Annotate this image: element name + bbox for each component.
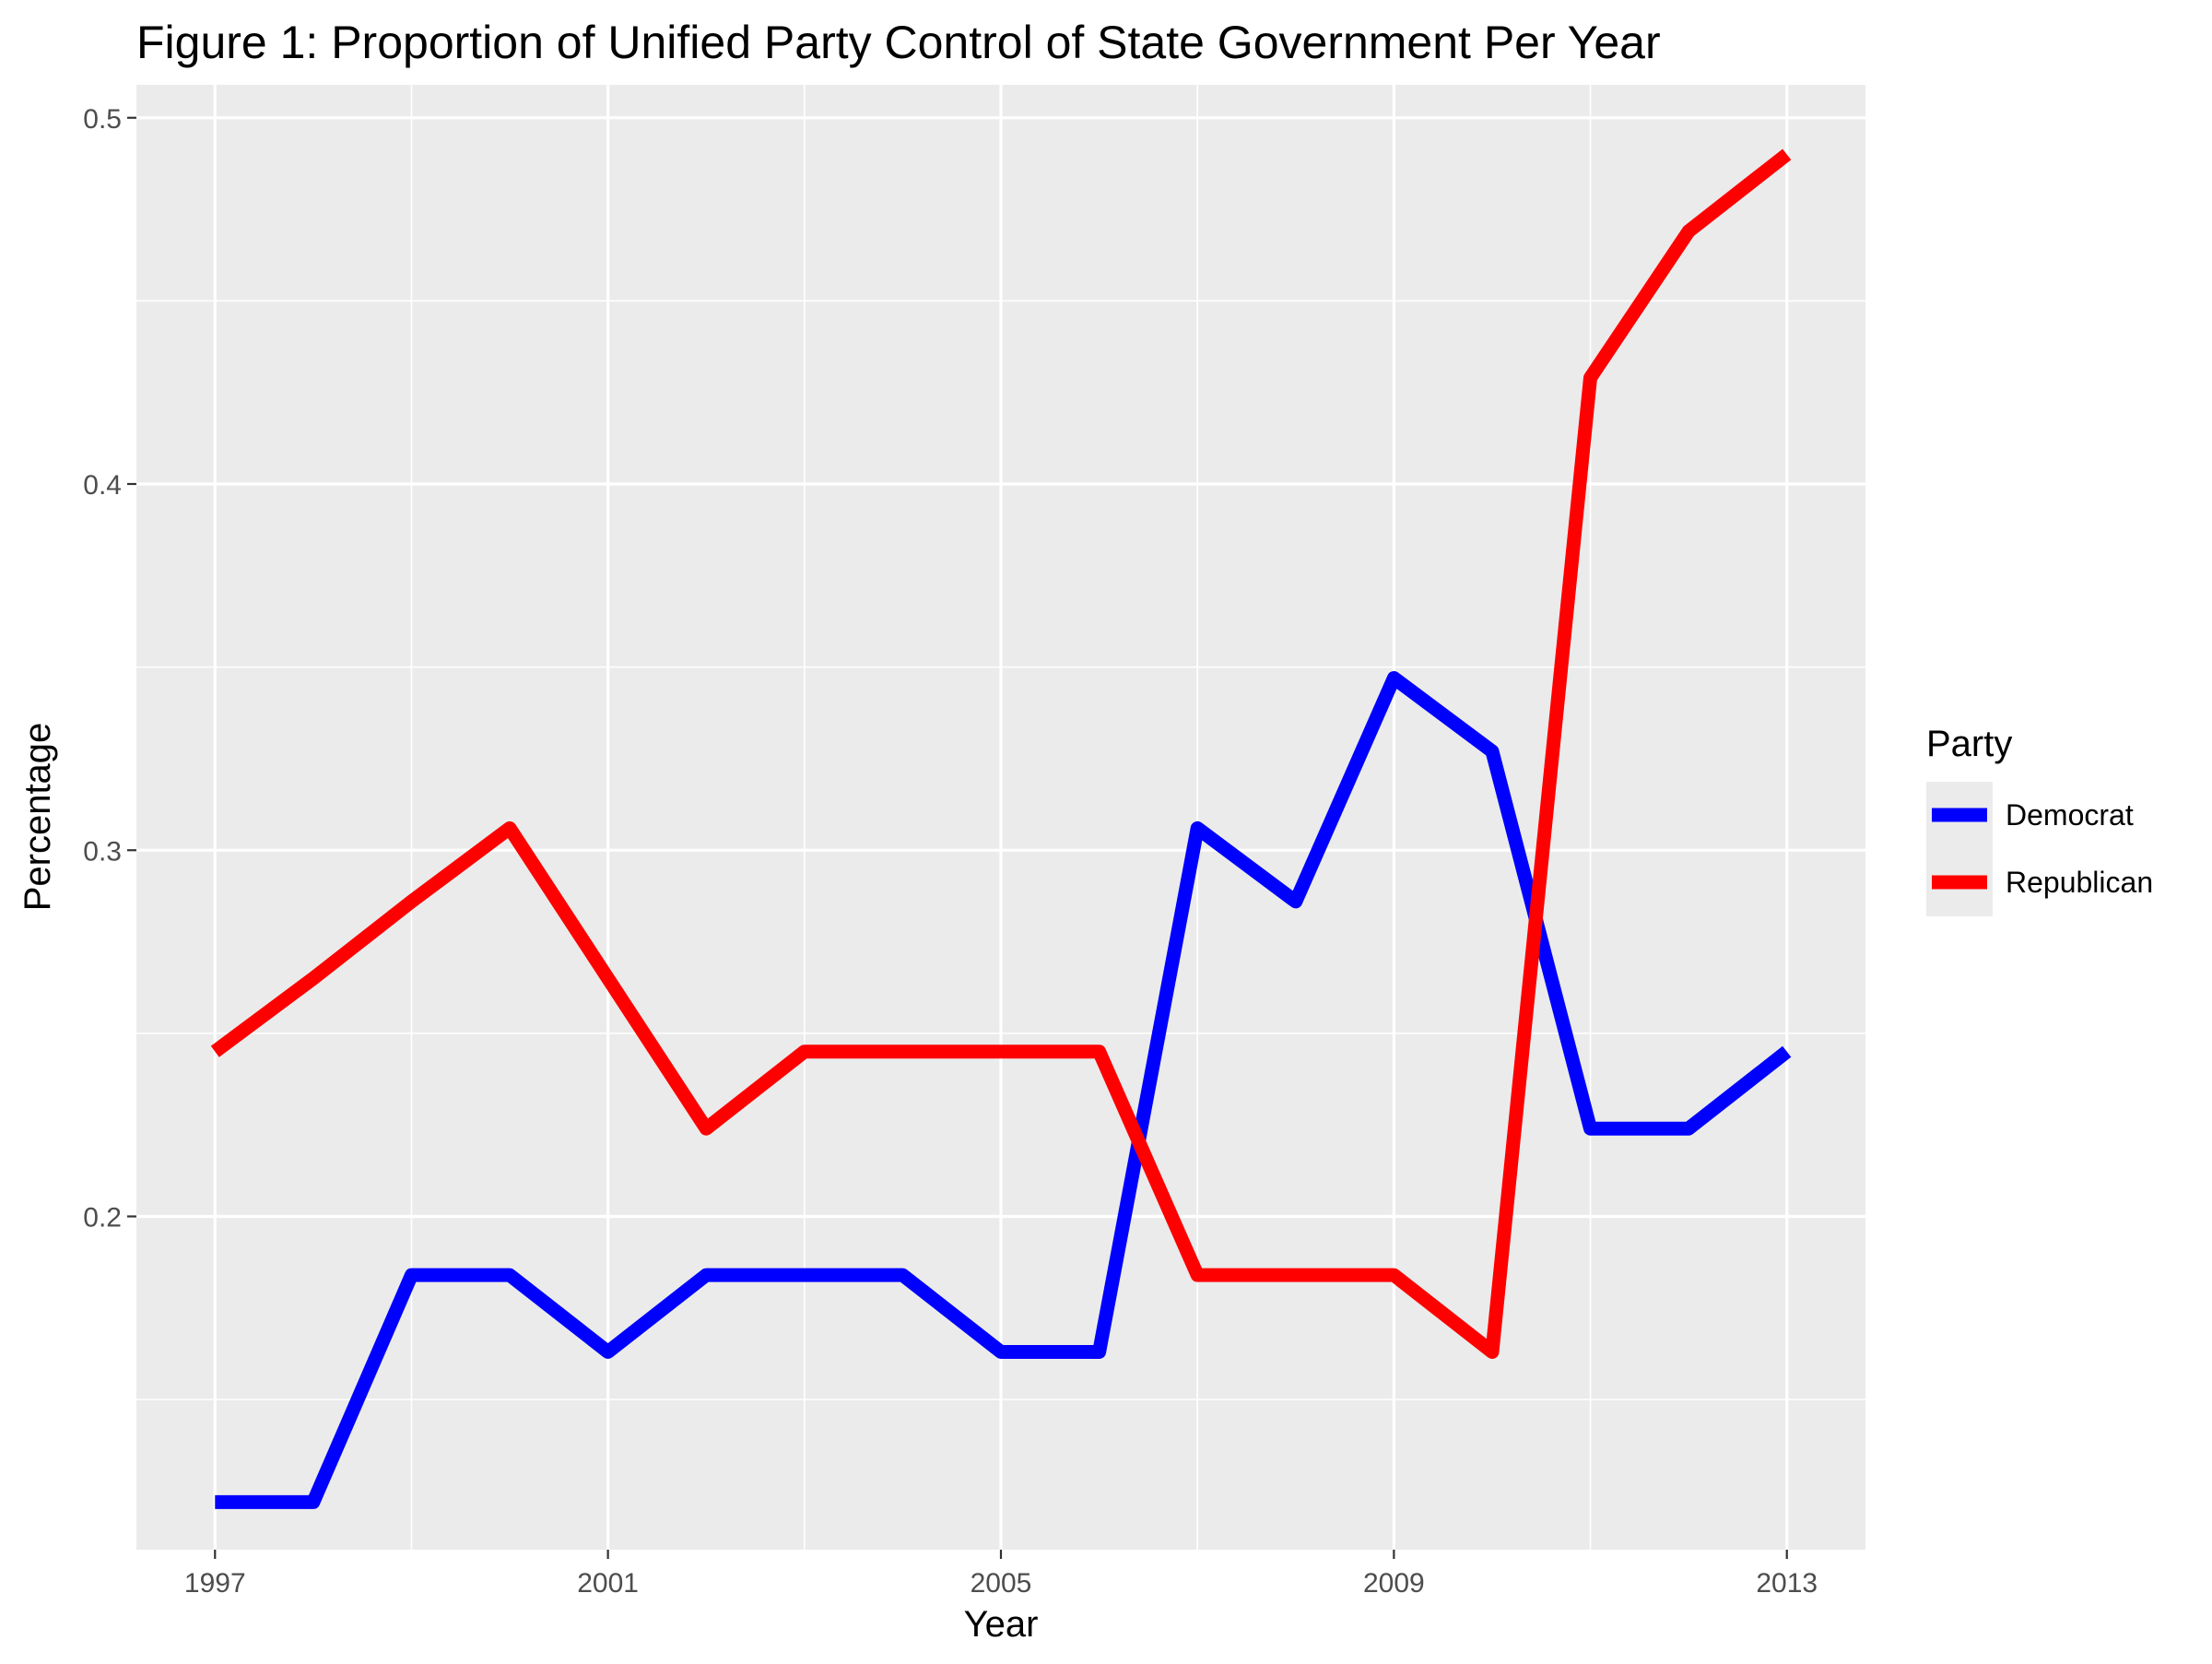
y-tick-label: 0.2 bbox=[83, 1203, 122, 1233]
y-axis: 0.2 0.3 0.4 0.5 bbox=[83, 104, 136, 1233]
y-tick-label: 0.3 bbox=[83, 836, 122, 867]
y-tick-label: 0.4 bbox=[83, 470, 122, 501]
x-axis-title: Year bbox=[964, 1604, 1039, 1645]
x-tick-label: 2009 bbox=[1363, 1568, 1425, 1599]
x-tick-label: 2013 bbox=[1756, 1568, 1818, 1599]
series-lines bbox=[210, 148, 1792, 1509]
series-line-republican bbox=[210, 148, 1792, 1359]
x-tick-label: 1997 bbox=[184, 1568, 246, 1599]
x-tick-label: 2005 bbox=[971, 1568, 1032, 1599]
legend-key-background bbox=[1926, 782, 1993, 916]
legend-label-democrat: Democrat bbox=[2006, 798, 2134, 832]
x-axis: 1997 2001 2005 2009 2013 bbox=[184, 1550, 1818, 1599]
legend-title: Party bbox=[1926, 724, 2012, 764]
chart-title: Figure 1: Proportion of Unified Party Co… bbox=[136, 17, 1661, 68]
x-tick-label: 2001 bbox=[577, 1568, 639, 1599]
series-line-democrat bbox=[215, 671, 1792, 1509]
y-axis-title: Percentage bbox=[18, 723, 58, 912]
legend: Party Democrat Republican bbox=[1926, 724, 2153, 916]
legend-label-republican: Republican bbox=[2006, 866, 2153, 899]
y-tick-label: 0.5 bbox=[83, 104, 122, 135]
